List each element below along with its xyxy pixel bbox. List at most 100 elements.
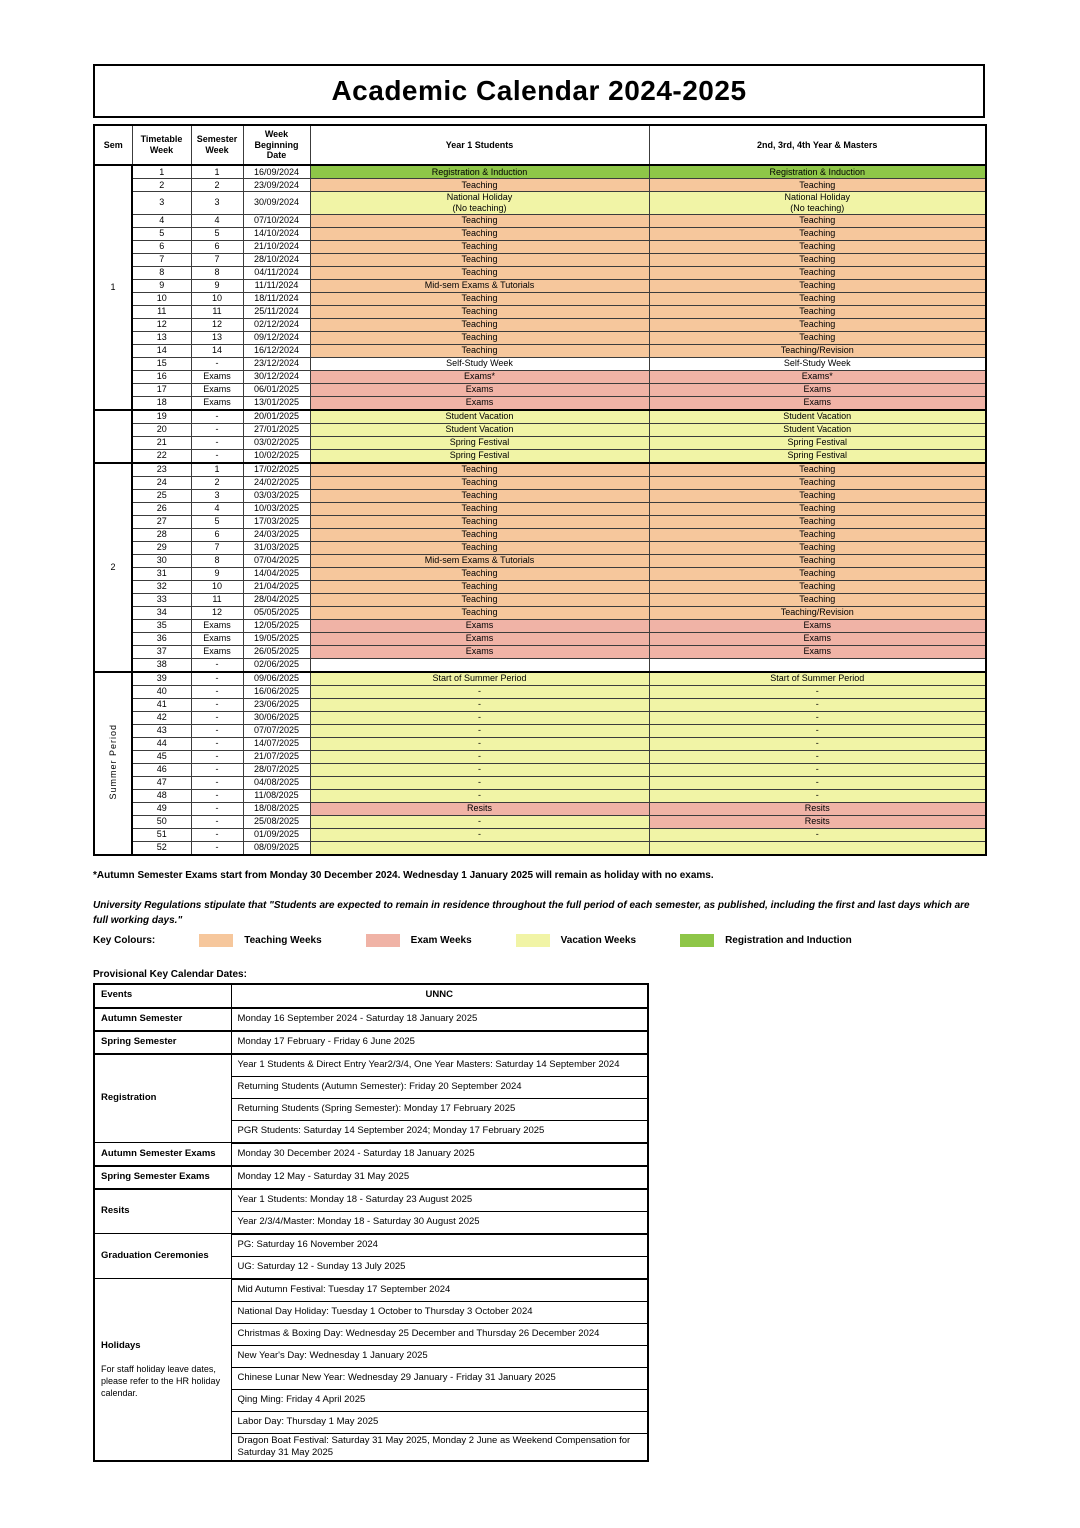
title-box: Academic Calendar 2024-2025	[93, 64, 985, 118]
calendar-row: 24 2 24/02/2025 Teaching Teaching	[94, 475, 987, 490]
week-beginning-cell: 23/12/2024	[242, 356, 311, 371]
event-date: National Day Holiday: Tuesday 1 October …	[230, 1300, 649, 1324]
legend-swatch	[365, 933, 400, 947]
header-seniors: 2nd, 3rd, 4th Year & Masters	[648, 124, 987, 166]
event-label: Spring Semester Exams	[93, 1165, 232, 1190]
year1-cell: Student Vacation	[309, 422, 650, 437]
calendar-row: 37 Exams 26/05/2025 Exams Exams	[94, 644, 987, 659]
header-timetable-week: Timetable Week	[131, 124, 192, 166]
semester-week-cell: -	[190, 697, 244, 712]
event-date: Year 1 Students & Direct Entry Year2/3/4…	[230, 1053, 649, 1077]
year1-cell: Teaching	[309, 291, 650, 306]
year1-cell: Spring Festival	[309, 448, 650, 464]
year1-cell: Exams	[309, 395, 650, 411]
seniors-cell: Exams	[648, 395, 987, 411]
week-beginning-cell: 11/11/2024	[242, 278, 311, 293]
seniors-cell: Exams*	[648, 369, 987, 384]
seniors-cell: -	[648, 723, 987, 738]
semester-week-cell: -	[190, 840, 244, 856]
timetable-week-cell: 36	[131, 631, 192, 646]
event-date: Year 1 Students: Monday 18 - Saturday 23…	[230, 1188, 649, 1212]
week-beginning-cell: 19/05/2025	[242, 631, 311, 646]
key-colours-label: Key Colours:	[93, 934, 156, 946]
calendar-row: 52-08/09/2025	[94, 840, 987, 856]
calendar-row: 17 Exams 06/01/2025 Exams Exams	[94, 382, 987, 397]
week-beginning-cell: 24/03/2025	[242, 527, 311, 542]
calendar-row: Summer Period 39-09/06/2025 Start of Summe…	[93, 670, 987, 856]
event-date: Labor Day: Thursday 1 May 2025	[230, 1410, 649, 1434]
year1-cell: Self-Study Week	[309, 356, 650, 371]
timetable-week-cell: 4	[131, 213, 192, 228]
year1-cell: -	[309, 684, 650, 699]
legend-item: Vacation Weeks	[515, 933, 636, 947]
calendar-row: 12 12 02/12/2024 Teaching Teaching	[94, 317, 987, 332]
semester-week-cell: Exams	[190, 631, 244, 646]
seniors-cell: Teaching	[648, 178, 987, 192]
year1-cell: -	[309, 762, 650, 777]
key-dates-header-row: Events UNNC	[93, 983, 649, 1009]
calendar-row: 51-01/09/2025- -	[94, 827, 987, 842]
calendar-row: 14 14 16/12/2024 Teaching Teaching/Revision	[94, 343, 987, 358]
semester-week-cell: 10	[190, 291, 244, 306]
calendar-row: 11 11 25/11/2024 Teaching Teaching	[94, 304, 987, 319]
semester-week-cell: 11	[190, 592, 244, 607]
timetable-week-cell: 17	[131, 382, 192, 397]
event-name: Resits	[101, 1205, 130, 1217]
event-date: Monday 17 February - Friday 6 June 2025	[230, 1030, 649, 1055]
year1-cell: Teaching	[309, 566, 650, 581]
semester-week-cell: 7	[190, 540, 244, 555]
year1-cell: -	[309, 814, 650, 829]
event-label: Spring Semester	[93, 1030, 232, 1055]
calendar-row: 31 9 14/04/2025 Teaching Teaching	[94, 566, 987, 581]
timetable-week-cell: 50	[131, 814, 192, 829]
seniors-cell: Teaching	[648, 553, 987, 568]
timetable-week-cell: 21	[131, 435, 192, 450]
week-beginning-cell: 13/01/2025	[242, 395, 311, 411]
week-beginning-cell: 27/01/2025	[242, 422, 311, 437]
year1-cell: Teaching	[309, 462, 650, 477]
timetable-week-cell: 52	[131, 840, 192, 856]
event-note: For staff holiday leave dates, please re…	[101, 1363, 221, 1398]
calendar-row: 50-25/08/2025- Resits	[94, 814, 987, 829]
timetable-week-cell: 30	[131, 553, 192, 568]
year1-cell: Mid-sem Exams & Tutorials	[309, 553, 650, 568]
year1-cell: Teaching	[309, 540, 650, 555]
seniors-cell: Resits	[648, 801, 987, 816]
week-beginning-cell: 01/09/2025	[242, 827, 311, 842]
semester-week-cell: -	[190, 723, 244, 738]
timetable-week-cell: 6	[131, 239, 192, 254]
year1-cell: -	[309, 827, 650, 842]
event-label: Holidays For staff holiday leave dates, p…	[93, 1278, 232, 1462]
week-beginning-cell: 30/09/2024	[242, 191, 311, 215]
timetable-week-cell: 11	[131, 304, 192, 319]
seniors-cell: Teaching	[648, 265, 987, 280]
calendar-row: 21-03/02/2025 Spring Festival Spring Festi…	[94, 435, 987, 450]
calendar-row: 19-20/01/2025 Student Vacation Student Vac…	[93, 408, 987, 464]
semester-week-cell: -	[190, 827, 244, 842]
timetable-week-cell: 35	[131, 618, 192, 633]
header-events: Events	[93, 983, 232, 1009]
week-beginning-cell: 12/05/2025	[242, 618, 311, 633]
key-dates-table: Events UNNC Autumn Semester Monday 16 Sep…	[93, 982, 649, 1463]
header-sem: Sem	[93, 124, 133, 166]
key-date-row: Spring Semester Exams Monday 12 May - Sat…	[93, 1165, 649, 1190]
calendar-row: 34 12 05/05/2025 Teaching Teaching/Revision	[94, 605, 987, 620]
timetable-week-cell: 9	[131, 278, 192, 293]
calendar-row: 13 13 09/12/2024 Teaching Teaching	[94, 330, 987, 345]
header-semester-week: Semester Week	[190, 124, 244, 166]
seniors-cell: -	[648, 710, 987, 725]
event-date: Returning Students (Autumn Semester): Fr…	[230, 1075, 649, 1099]
semester-week-cell: -	[190, 814, 244, 829]
year1-cell	[309, 657, 650, 673]
week-beginning-cell: 31/03/2025	[242, 540, 311, 555]
week-beginning-cell: 09/06/2025	[242, 671, 311, 686]
seniors-cell: -	[648, 684, 987, 699]
year1-cell: Teaching	[309, 579, 650, 594]
year1-cell: -	[309, 697, 650, 712]
year1-cell: -	[309, 775, 650, 790]
event-date: Christmas & Boxing Day: Wednesday 25 Dec…	[230, 1322, 649, 1346]
timetable-week-cell: 44	[131, 736, 192, 751]
event-date: Returning Students (Spring Semester): Mo…	[230, 1097, 649, 1121]
week-beginning-cell: 14/10/2024	[242, 226, 311, 241]
event-label: Autumn Semester Exams	[93, 1142, 232, 1167]
